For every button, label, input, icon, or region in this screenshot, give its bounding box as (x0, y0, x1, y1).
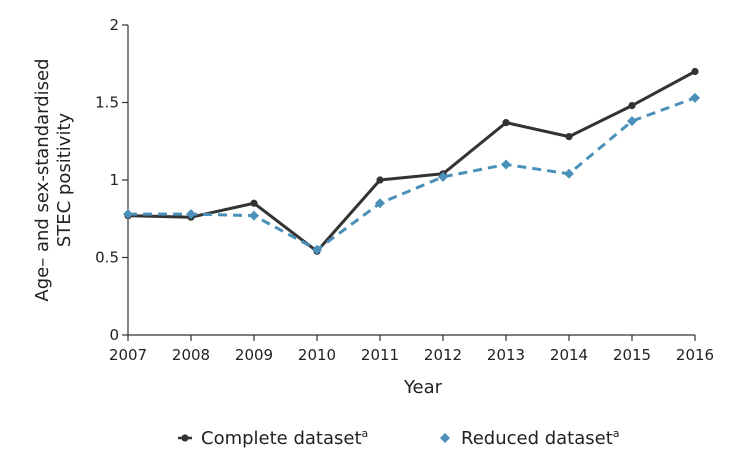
series-line-reduced-dataset (128, 96, 696, 252)
data-point-complete-dataset (502, 119, 510, 127)
y-tick-label: 2 (109, 16, 119, 34)
data-point-reduced-dataset (564, 168, 574, 179)
legend-diamond-marker (440, 433, 450, 443)
data-point-complete-dataset (628, 102, 636, 110)
data-point-reduced-dataset (375, 198, 385, 209)
x-tick-label: 2011 (361, 346, 399, 364)
legend-label: Complete dataseta (201, 427, 368, 449)
y-axis-title-line-2: STEC positivity (54, 112, 75, 247)
x-tick-label: 2008 (172, 346, 210, 364)
y-tick-label: 0.5 (95, 249, 119, 267)
data-point-reduced-dataset (501, 159, 511, 170)
axes: 0 0.5 1 1.5 2 2007 2008 2009 2010 2011 2012 2013 201… (95, 16, 714, 364)
y-tick-label: 0 (109, 326, 119, 344)
y-tick-label: 1 (109, 171, 119, 189)
x-tick-label: 2013 (487, 346, 525, 364)
legend-label: Reduced dataseta (461, 427, 620, 449)
data-point-reduced-dataset (312, 244, 322, 255)
x-tick-label: 2015 (613, 346, 651, 364)
data-point-complete-dataset (565, 133, 573, 141)
data-point-complete-dataset (691, 67, 699, 76)
x-axis-title: Year (403, 377, 443, 398)
x-tick-label: 2007 (109, 346, 147, 364)
data-point-reduced-dataset (186, 209, 196, 220)
y-axis-title-line-1: Age– and sex-standardised (32, 58, 53, 301)
data-point-reduced-dataset (627, 116, 637, 127)
x-tick-label: 2012 (424, 346, 462, 364)
data-point-complete-dataset (376, 176, 384, 184)
y-tick-label: 1.5 (95, 94, 119, 112)
data-point-reduced-dataset (438, 171, 448, 182)
x-tick-label: 2014 (550, 346, 588, 364)
x-tick-label: 2009 (235, 346, 273, 364)
legend: Complete dataseta Reduced dataseta (178, 427, 620, 449)
x-tick-label: 2010 (298, 346, 336, 364)
series-layer (123, 67, 700, 255)
data-point-reduced-dataset (249, 210, 259, 221)
legend-item-reduced-dataset: Reduced dataseta (440, 427, 620, 449)
data-point-reduced-dataset (690, 92, 700, 103)
legend-item-complete-dataset: Complete dataseta (178, 427, 368, 449)
x-tick-label: 2016 (676, 346, 714, 364)
legend-circle-marker (181, 434, 189, 442)
data-point-complete-dataset (250, 199, 258, 207)
series-line-complete-dataset (127, 70, 696, 253)
data-point-reduced-dataset (123, 209, 133, 220)
